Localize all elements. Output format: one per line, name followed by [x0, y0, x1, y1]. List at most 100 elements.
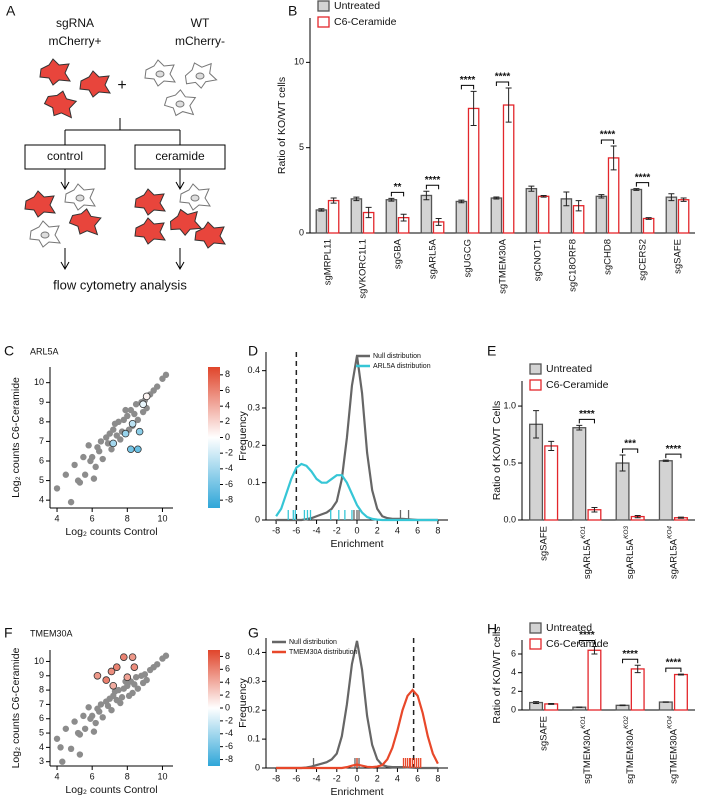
x-tick-label: 4: [395, 525, 400, 535]
point: [104, 702, 112, 710]
colorbar-tick-label: 2: [225, 689, 230, 699]
point: [92, 463, 99, 471]
bar: [315, 209, 328, 234]
bar: [673, 673, 688, 711]
point: [162, 371, 170, 379]
group-label: mCherry+: [48, 34, 101, 48]
point: [108, 446, 115, 453]
category-name: sgCHD8: [602, 239, 613, 275]
point: [74, 729, 82, 737]
error-bar: [505, 87, 512, 123]
legend-swatch: [529, 638, 542, 650]
group-label: WT: [191, 16, 210, 30]
point: [111, 688, 119, 695]
panel-letter: G: [248, 625, 259, 641]
category-name: sgARL5A: [668, 538, 679, 579]
bar: [455, 200, 468, 234]
point: [62, 725, 70, 732]
error-bar: [576, 424, 583, 431]
significance-label: ****: [425, 175, 441, 186]
y-tick-label: 5: [39, 475, 44, 485]
x-tick-label: -2: [333, 525, 341, 535]
y-tick-label: 0.2: [247, 440, 260, 450]
error-bar: [548, 702, 555, 705]
bar: [350, 198, 363, 234]
y-tick-label: 4: [39, 495, 44, 505]
category-name: sgARL5A: [625, 538, 636, 579]
x-tick-label: sgCNOT1: [532, 239, 543, 281]
x-tick-label: 4: [395, 773, 400, 783]
bar: [327, 199, 340, 234]
legend-label: ARL5A distribution: [373, 363, 431, 370]
y-tick-label: 9: [39, 397, 44, 407]
category-name: sgCERS2: [637, 239, 648, 281]
point: [124, 412, 131, 420]
error-bar: [633, 188, 640, 191]
point: [53, 485, 61, 492]
significance-bracket: [578, 418, 595, 424]
hit-point: [128, 419, 137, 428]
panel-letter: B: [288, 3, 297, 19]
plus: +: [117, 77, 126, 94]
significance-bracket: [460, 84, 475, 90]
bar: [665, 196, 678, 234]
error-bar: [533, 410, 540, 439]
point: [80, 712, 87, 720]
error-bar: [353, 196, 360, 202]
category-name: sgSAFE: [538, 526, 549, 561]
bar: [544, 445, 559, 521]
point: [85, 442, 92, 449]
point: [99, 714, 106, 721]
legend-swatch: [529, 363, 542, 375]
x-tick-label: -4: [313, 525, 321, 535]
y-tick-label: 6: [39, 713, 44, 723]
point: [87, 457, 94, 465]
legend-swatch: [529, 622, 542, 634]
colorbar: [208, 650, 220, 766]
x-tick-label: 8: [435, 773, 440, 783]
panel-letter: A: [6, 3, 16, 19]
category-name: sgCNOT1: [532, 239, 543, 281]
x-tick-label: sgARL5A: [427, 238, 438, 279]
y-axis-label: Ratio of KO/WT cells: [491, 626, 503, 723]
point: [97, 438, 105, 445]
bar: [642, 217, 655, 234]
legend-label: C6-Ceramide: [334, 16, 397, 28]
bar: [615, 462, 630, 521]
panel-letter: H: [487, 621, 497, 637]
error-bar: [458, 199, 465, 204]
point: [59, 758, 66, 765]
category-superscript: KO3: [623, 526, 630, 539]
x-tick-label: sgMRPL11: [322, 239, 333, 285]
x-tick-label: -4: [313, 773, 321, 783]
condition-box: [24, 144, 106, 170]
error-bar: [598, 194, 605, 199]
error-bar: [680, 197, 687, 202]
x-tick-label: -8: [272, 773, 280, 783]
significance-bracket: [622, 658, 639, 664]
point: [67, 498, 75, 506]
x-tick-label: sgUGCG: [462, 239, 473, 278]
hit-point: [134, 445, 142, 454]
point: [71, 461, 78, 469]
x-tick-label: 6: [90, 513, 95, 523]
panel-letter: D: [248, 343, 258, 359]
point: [74, 477, 82, 484]
condition-label: control: [47, 149, 83, 163]
point: [129, 689, 136, 697]
y-tick-label: 1.0: [503, 400, 516, 410]
bar: [572, 427, 587, 521]
error-bar: [493, 196, 500, 200]
error-bar: [540, 194, 547, 198]
x-tick-label: 0: [354, 525, 359, 535]
point: [81, 725, 89, 732]
colorbar-tick-label: 4: [225, 401, 230, 411]
significance-label: ****: [579, 630, 595, 641]
y-axis-label: Frequency: [237, 410, 249, 460]
category-name: sgTMEM30A: [668, 728, 679, 784]
x-tick-label: 10: [157, 771, 167, 781]
category-name: sgARL5A: [427, 238, 438, 279]
significance-bracket: [622, 448, 639, 454]
error-bar: [528, 185, 535, 192]
